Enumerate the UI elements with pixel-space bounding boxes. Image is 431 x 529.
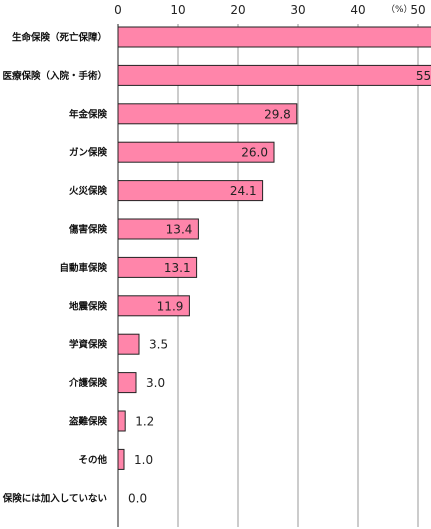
category-label: 自動車保険 [59, 262, 107, 274]
bars [117, 26, 431, 470]
value-label: 29.8 [264, 107, 291, 121]
value-label: 13.1 [164, 261, 191, 275]
x-tick-label: 40 [350, 3, 365, 17]
x-tick-label: 50 [410, 3, 425, 17]
category-labels: 生命保険（死亡保障） 医療保険（入院・手術） 年金保険ガン保険火災保険傷害保険自動車… [2, 32, 108, 505]
value-label: 1.2 [135, 415, 154, 429]
x-axis-ticks: 010203040506070 [114, 3, 425, 17]
category-label: 介護保険 [68, 377, 108, 389]
x-tick-label: 20 [230, 3, 245, 17]
category-label: 火災保険 [69, 185, 108, 197]
x-tick-label: 0 [114, 3, 122, 17]
category-label: 傷害保険 [68, 224, 108, 236]
x-tick-label: 30 [290, 3, 305, 17]
bar [117, 64, 431, 86]
category-label: 学資保険 [69, 339, 108, 351]
value-label: 13.4 [166, 223, 193, 237]
value-label: 3.0 [146, 376, 165, 390]
category-label: 地震保険 [69, 300, 108, 312]
bar [117, 26, 431, 48]
grid-lines [177, 24, 419, 527]
x-tick-label: 10 [170, 3, 185, 17]
value-label: 24.1 [230, 184, 257, 198]
category-label: ガン保険 [69, 147, 108, 159]
category-label: 生命保険（死亡保障） [12, 32, 107, 44]
value-label: 1.0 [134, 453, 153, 467]
category-label: 医療保険（入院・手術） [2, 70, 107, 82]
value-label: 11.9 [157, 299, 184, 313]
category-label: 盗難保険 [69, 416, 108, 428]
value-label: 3.5 [149, 338, 168, 352]
bar [117, 333, 140, 355]
value-labels: 58.655.129.826.024.113.413.111.93.53.01.… [128, 69, 431, 505]
category-label: 年金保険 [69, 108, 108, 120]
value-label: 55.1 [416, 69, 431, 83]
category-label: その他 [78, 454, 107, 466]
x-axis-unit-label: （%） [386, 4, 413, 15]
bar [117, 448, 125, 470]
bar [117, 410, 126, 432]
value-label: 0.0 [128, 491, 147, 505]
value-label: 26.0 [241, 146, 268, 160]
bar [117, 372, 137, 394]
category-label: 保険には加入していない [2, 492, 107, 504]
